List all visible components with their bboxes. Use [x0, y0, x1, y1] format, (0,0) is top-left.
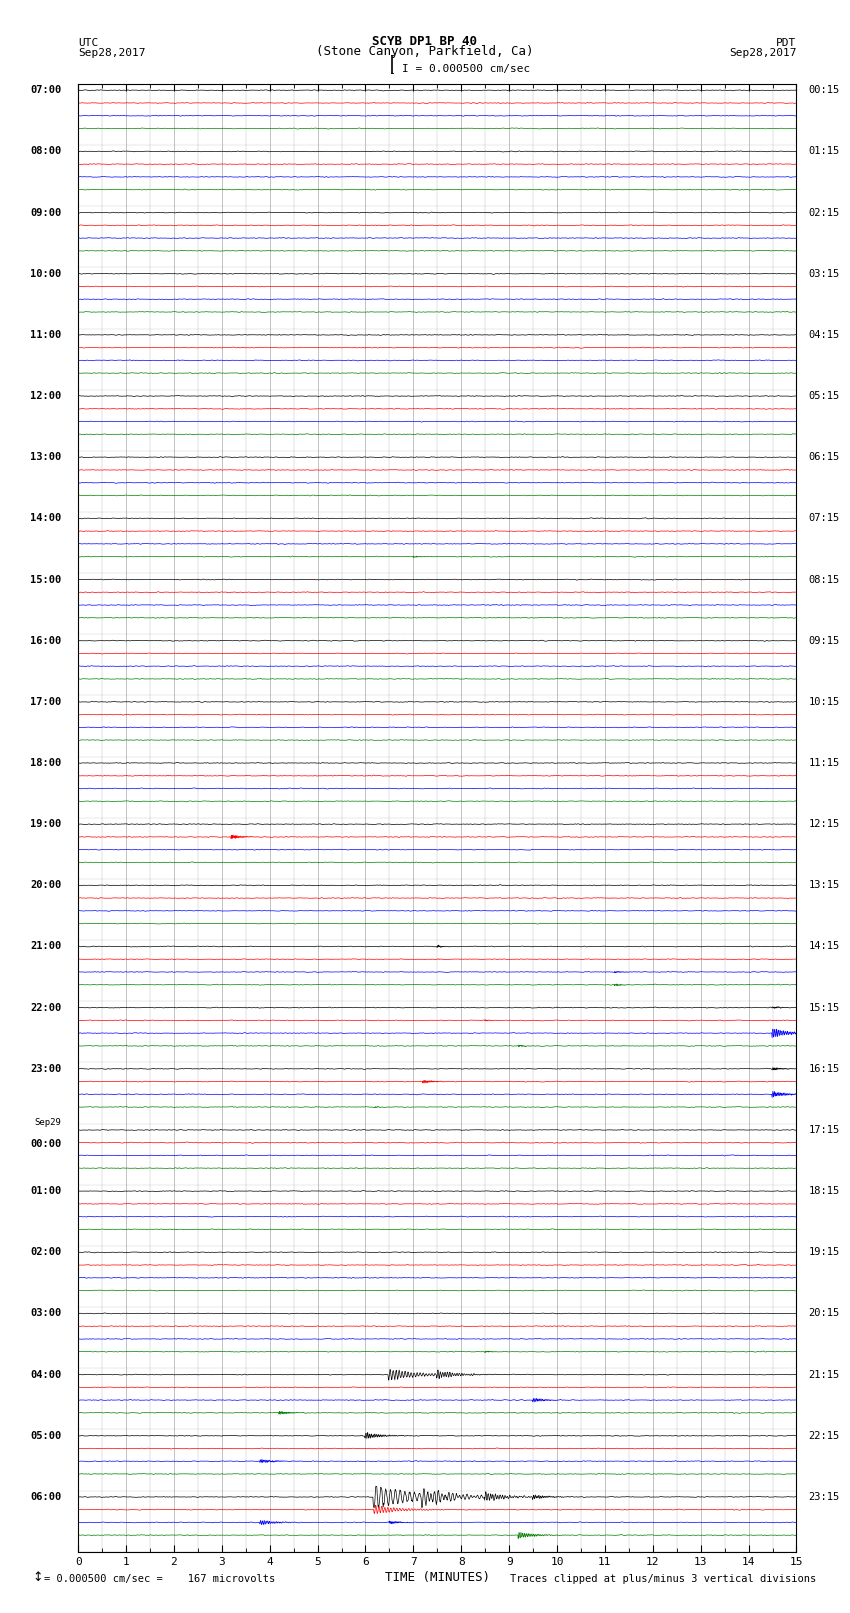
- Text: 07:15: 07:15: [808, 513, 840, 523]
- Text: 22:15: 22:15: [808, 1431, 840, 1440]
- Text: 16:00: 16:00: [31, 636, 61, 645]
- Text: 07:00: 07:00: [31, 85, 61, 95]
- Text: 06:15: 06:15: [808, 452, 840, 463]
- Text: 19:00: 19:00: [31, 819, 61, 829]
- Text: 23:00: 23:00: [31, 1065, 61, 1074]
- Text: 18:00: 18:00: [31, 758, 61, 768]
- Text: Sep29: Sep29: [35, 1118, 61, 1127]
- Text: 00:15: 00:15: [808, 85, 840, 95]
- Text: 21:15: 21:15: [808, 1369, 840, 1379]
- Text: 03:00: 03:00: [31, 1308, 61, 1318]
- Text: 01:00: 01:00: [31, 1186, 61, 1197]
- Text: 17:00: 17:00: [31, 697, 61, 706]
- Text: 20:00: 20:00: [31, 881, 61, 890]
- Text: 16:15: 16:15: [808, 1065, 840, 1074]
- Text: 14:00: 14:00: [31, 513, 61, 523]
- Text: 09:15: 09:15: [808, 636, 840, 645]
- Text: 00:00: 00:00: [31, 1127, 61, 1148]
- Text: 10:15: 10:15: [808, 697, 840, 706]
- Text: ↕: ↕: [32, 1571, 42, 1584]
- Text: 03:15: 03:15: [808, 269, 840, 279]
- Text: 06:00: 06:00: [31, 1492, 61, 1502]
- Text: 01:15: 01:15: [808, 147, 840, 156]
- Text: 08:15: 08:15: [808, 574, 840, 584]
- Text: 02:15: 02:15: [808, 208, 840, 218]
- Text: 13:00: 13:00: [31, 452, 61, 463]
- Text: Sep28,2017: Sep28,2017: [729, 48, 796, 58]
- Text: 08:00: 08:00: [31, 147, 61, 156]
- Text: 14:15: 14:15: [808, 942, 840, 952]
- Text: UTC: UTC: [78, 39, 99, 48]
- Text: Sep28,2017: Sep28,2017: [78, 48, 145, 58]
- Text: 05:00: 05:00: [31, 1431, 61, 1440]
- Text: 22:00: 22:00: [31, 1003, 61, 1013]
- Text: 11:00: 11:00: [31, 331, 61, 340]
- Text: 20:15: 20:15: [808, 1308, 840, 1318]
- Text: 15:15: 15:15: [808, 1003, 840, 1013]
- Text: 09:00: 09:00: [31, 208, 61, 218]
- Text: Traces clipped at plus/minus 3 vertical divisions: Traces clipped at plus/minus 3 vertical …: [510, 1574, 816, 1584]
- Text: 18:15: 18:15: [808, 1186, 840, 1197]
- Text: 19:15: 19:15: [808, 1247, 840, 1257]
- Text: = 0.000500 cm/sec =    167 microvolts: = 0.000500 cm/sec = 167 microvolts: [44, 1574, 275, 1584]
- Text: 12:00: 12:00: [31, 390, 61, 402]
- Text: 15:00: 15:00: [31, 574, 61, 584]
- Text: 04:00: 04:00: [31, 1369, 61, 1379]
- Text: PDT: PDT: [776, 39, 796, 48]
- Text: I = 0.000500 cm/sec: I = 0.000500 cm/sec: [402, 63, 530, 74]
- Text: 12:15: 12:15: [808, 819, 840, 829]
- Text: 11:15: 11:15: [808, 758, 840, 768]
- Text: SCYB DP1 BP 40: SCYB DP1 BP 40: [372, 35, 478, 48]
- Text: 23:15: 23:15: [808, 1492, 840, 1502]
- Text: 13:15: 13:15: [808, 881, 840, 890]
- Text: 04:15: 04:15: [808, 331, 840, 340]
- Text: 05:15: 05:15: [808, 390, 840, 402]
- X-axis label: TIME (MINUTES): TIME (MINUTES): [385, 1571, 490, 1584]
- Text: 02:00: 02:00: [31, 1247, 61, 1257]
- Text: (Stone Canyon, Parkfield, Ca): (Stone Canyon, Parkfield, Ca): [316, 45, 534, 58]
- Text: 17:15: 17:15: [808, 1124, 840, 1136]
- Text: 10:00: 10:00: [31, 269, 61, 279]
- Text: 21:00: 21:00: [31, 942, 61, 952]
